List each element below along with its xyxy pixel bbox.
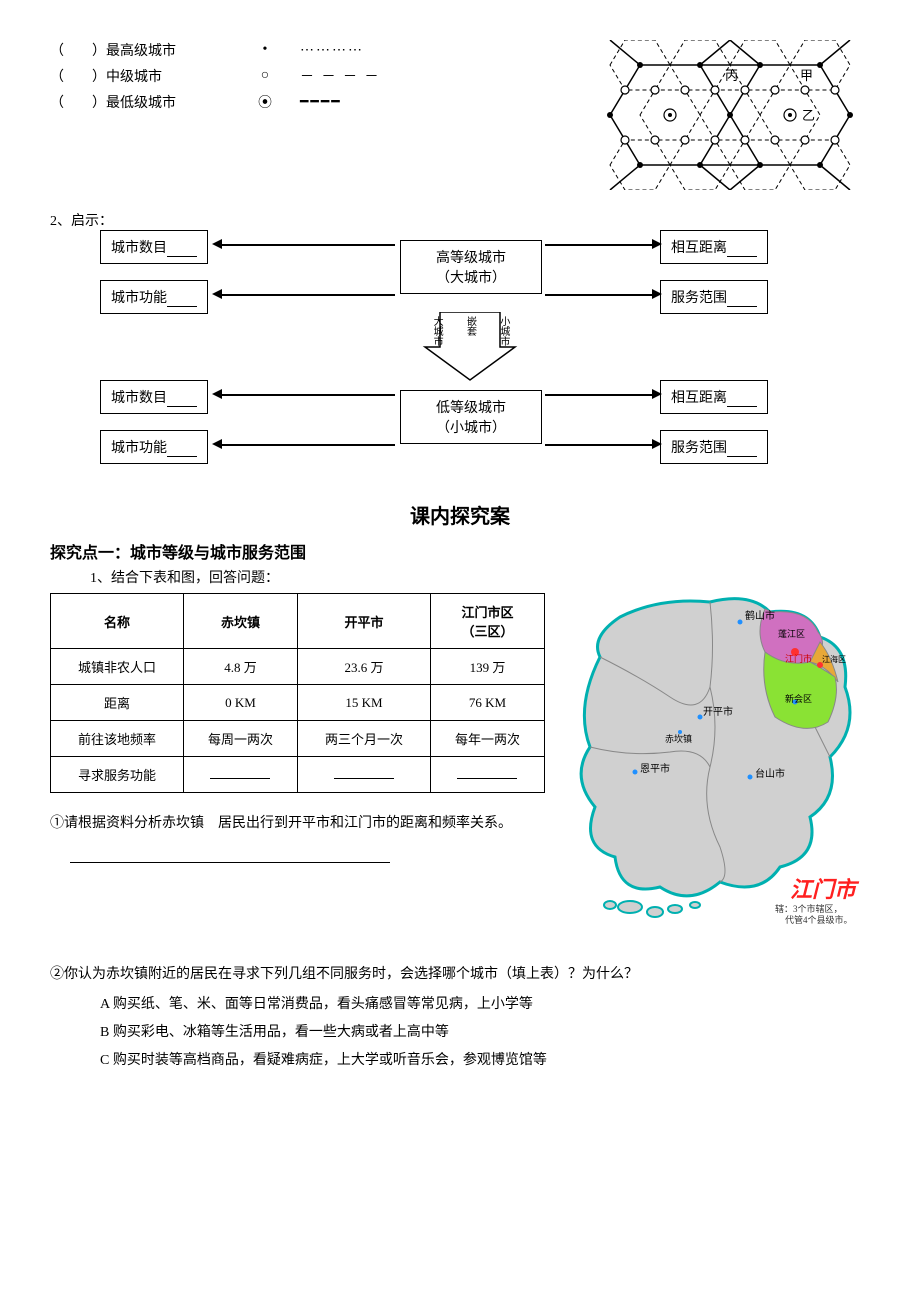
table-cell: 寻求服务功能 <box>51 757 184 793</box>
table-cell: 城镇非农人口 <box>51 649 184 685</box>
table-cell: 每周一两次 <box>183 721 297 757</box>
map-legend-text-2: 代管4个县级市。 <box>785 914 853 925</box>
question-1: ①请根据资料分析赤坎镇 居民出行到开平市和江门市的距离和频率关系。 <box>50 811 545 836</box>
box-bot-right-2: 服务范围 <box>660 430 768 464</box>
box-top-center: 高等级城市（大城市） <box>400 240 542 294</box>
circle-symbol: ○ <box>250 68 280 84</box>
mid-col-right: 小城市 <box>496 316 511 346</box>
question-2: ②你认为赤坎镇附近的居民在寻求下列几组不同服务时，会选择哪个城市（填上表）？为什… <box>50 962 870 987</box>
table-cell: 两三个月一次 <box>297 721 430 757</box>
topic-1-heading: 探究点一：城市等级与城市服务范围 <box>50 539 870 563</box>
box-bot-right-1: 相互距离 <box>660 380 768 414</box>
option-c: C 购买时装等高档商品，看疑难病症，上大学或听音乐会，参观博览馆等 <box>100 1047 870 1075</box>
svg-text:台山市: 台山市 <box>755 767 785 780</box>
table-cell: 139 万 <box>430 649 544 685</box>
flowchart: 城市数目 城市功能 高等级城市（大城市） 相互距离 服务范围 城市数目 城市功能… <box>100 220 850 480</box>
table-cell: 距离 <box>51 685 184 721</box>
table-row: 距离0 KM15 KM76 KM <box>51 685 545 721</box>
legend-label-1: （ ）中级城市 <box>50 66 230 86</box>
dotted-line-symbol: ⋯⋯⋯⋯ <box>300 42 390 59</box>
table-header: 江门市区（三区） <box>430 594 544 649</box>
table-header: 开平市 <box>297 594 430 649</box>
jiangmen-map: 鹤山市 蓬江区 江门市 江海区 新会区 开平市 赤坎镇 恩平市 台山市 江门市 … <box>560 587 870 927</box>
dashed-line-symbol: － － － － <box>300 66 390 86</box>
table-cell <box>430 757 544 793</box>
box-bot-left-2: 城市功能 <box>100 430 208 464</box>
table-cell: 0 KM <box>183 685 297 721</box>
svg-text:丙: 丙 <box>725 68 738 83</box>
legend-column: （ ）最高级城市 • ⋯⋯⋯⋯ （ ）中级城市 ○ － － － － （ ）最低级… <box>50 40 570 118</box>
svg-text:开平市: 开平市 <box>703 705 733 718</box>
svg-text:恩平市: 恩平市 <box>640 762 670 775</box>
q1-intro: 1、结合下表和图，回答问题： <box>90 567 870 587</box>
table-cell: 4.8 万 <box>183 649 297 685</box>
table-header: 赤坎镇 <box>183 594 297 649</box>
box-top-right-2: 服务范围 <box>660 280 768 314</box>
map-title: 江门市 <box>790 877 860 902</box>
box-top-right-1: 相互距离 <box>660 230 768 264</box>
table-cell: 76 KM <box>430 685 544 721</box>
mid-col-left: 大城市 <box>429 316 444 346</box>
map-legend-text: 辖：3个市辖区， <box>775 903 843 914</box>
legend-label-0: （ ）最高级城市 <box>50 40 230 60</box>
svg-text:赤坎镇: 赤坎镇 <box>665 733 692 744</box>
target-symbol: ⦿ <box>250 92 280 112</box>
section-title: 课内探究案 <box>50 500 870 529</box>
mid-col-mid: 嵌套 <box>462 316 477 346</box>
table-header: 名称 <box>51 594 184 649</box>
hexagon-diagram: 丙 甲 乙 <box>590 40 870 190</box>
table-row: 寻求服务功能 <box>51 757 545 793</box>
big-down-arrow: 大城市 嵌套 小城市 <box>420 312 520 382</box>
legend-label-2: （ ）最低级城市 <box>50 92 230 112</box>
svg-text:乙: 乙 <box>802 108 815 123</box>
table-row: 城镇非农人口4.8 万23.6 万139 万 <box>51 649 545 685</box>
table-cell: 每年一两次 <box>430 721 544 757</box>
svg-text:江海区: 江海区 <box>822 654 846 664</box>
option-a: A 购买纸、笔、米、面等日常消费品，看头痛感冒等常见病，上小学等 <box>100 991 870 1019</box>
box-bot-left-1: 城市数目 <box>100 380 208 414</box>
svg-text:蓬江区: 蓬江区 <box>778 628 805 639</box>
table-row: 前往该地频率每周一两次两三个月一次每年一两次 <box>51 721 545 757</box>
legend-row-2: （ ）最低级城市 ⦿ ━━━━ <box>50 92 570 112</box>
table-cell: 15 KM <box>297 685 430 721</box>
box-top-left-2: 城市功能 <box>100 280 208 314</box>
options-list: A 购买纸、笔、米、面等日常消费品，看头痛感冒等常见病，上小学等 B 购买彩电、… <box>100 991 870 1075</box>
svg-text:甲: 甲 <box>800 68 813 83</box>
table-cell <box>297 757 430 793</box>
legend-row-1: （ ）中级城市 ○ － － － － <box>50 66 570 86</box>
svg-text:新会区: 新会区 <box>785 693 812 704</box>
answer-blank-line <box>70 844 390 863</box>
legend-row-0: （ ）最高级城市 • ⋯⋯⋯⋯ <box>50 40 570 60</box>
dot-symbol: • <box>250 42 280 58</box>
option-b: B 购买彩电、冰箱等生活用品，看一些大病或者上高中等 <box>100 1019 870 1047</box>
table-cell: 前往该地频率 <box>51 721 184 757</box>
solid-line-symbol: ━━━━ <box>300 94 390 111</box>
city-data-table: 名称赤坎镇开平市江门市区（三区） 城镇非农人口4.8 万23.6 万139 万距… <box>50 593 545 793</box>
box-bot-center: 低等级城市（小城市） <box>400 390 542 444</box>
table-cell: 23.6 万 <box>297 649 430 685</box>
svg-text:鹤山市: 鹤山市 <box>745 609 775 622</box>
legend-and-hex: （ ）最高级城市 • ⋯⋯⋯⋯ （ ）中级城市 ○ － － － － （ ）最低级… <box>50 40 870 190</box>
box-top-left-1: 城市数目 <box>100 230 208 264</box>
svg-text:江门市: 江门市 <box>785 653 812 664</box>
table-cell <box>183 757 297 793</box>
